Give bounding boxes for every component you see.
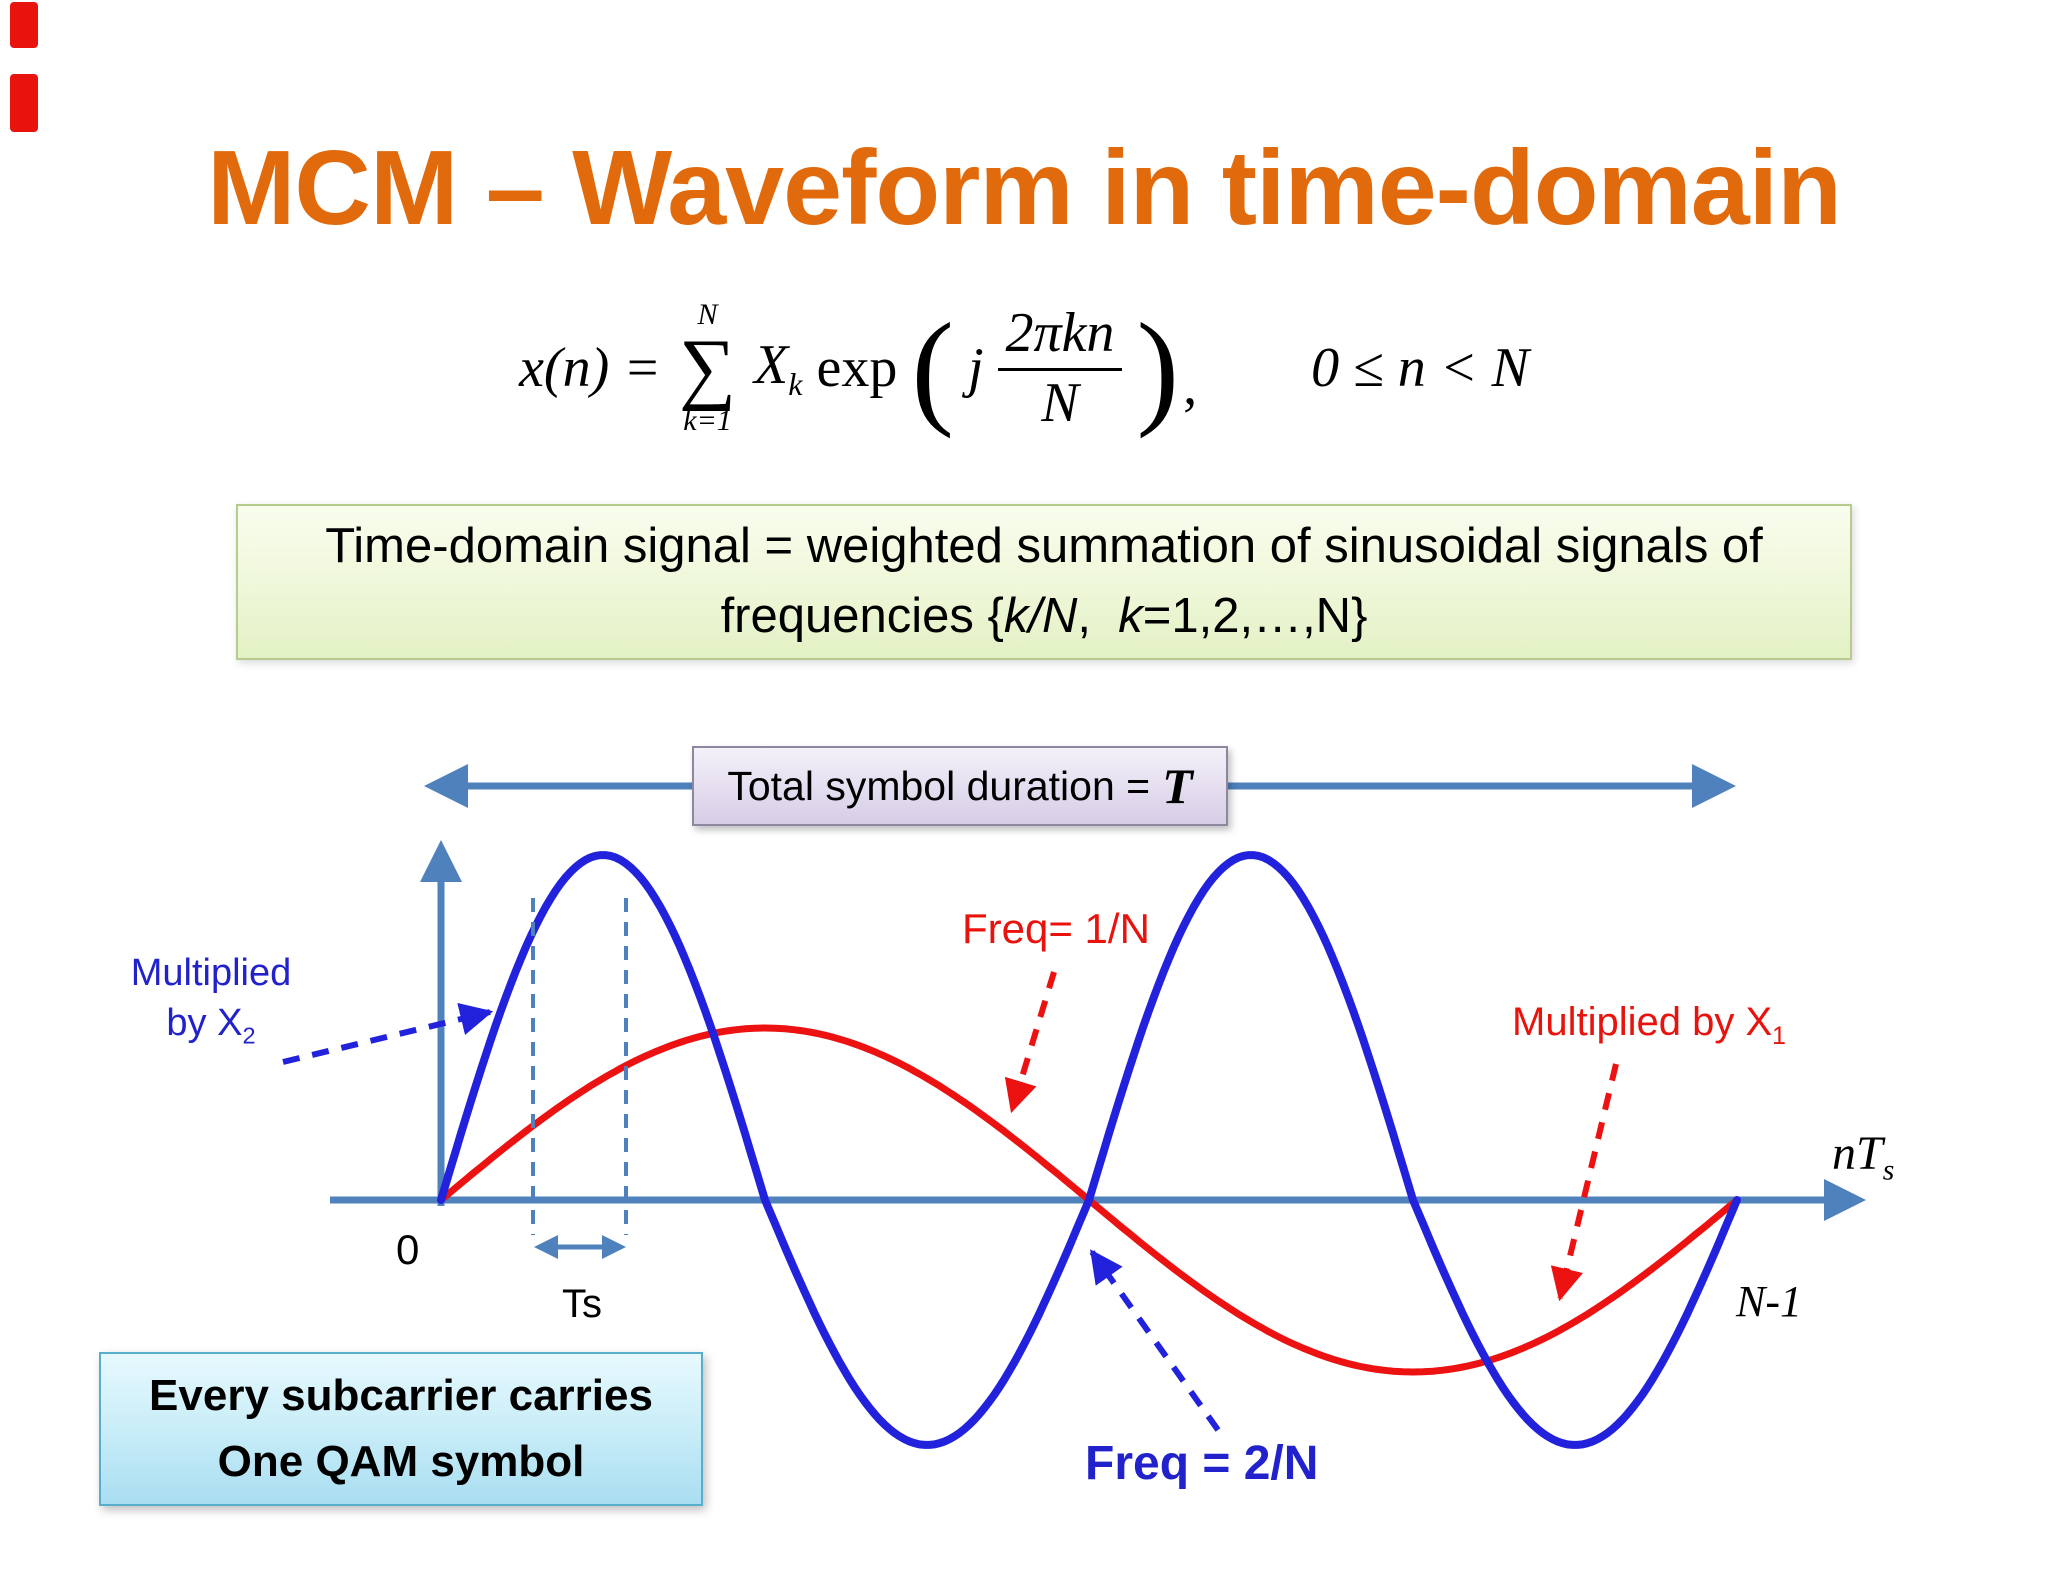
red-corner-mark-bottom	[10, 74, 38, 132]
qam-line-2: One QAM symbol	[217, 1437, 585, 1486]
coefficient-subscript: k	[788, 366, 803, 403]
page-title: MCM – Waveform in time-domain	[207, 129, 1842, 247]
comma: ,	[1183, 355, 1198, 417]
fraction: 2πkn N	[997, 303, 1123, 434]
freq-1n-pointer-arrow	[1004, 971, 1057, 1114]
multiplied-x2-pointer-arrow	[282, 1002, 494, 1065]
sample-interval-label: Ts	[562, 1282, 602, 1326]
freq-2n-pointer-arrow	[1089, 1249, 1221, 1432]
imaginary-unit: j	[967, 337, 984, 399]
x-axis-label: nTs	[1832, 1127, 1895, 1187]
index-range-condition: 0 ≤ n < N	[1311, 337, 1529, 399]
red-corner-mark-top	[10, 2, 38, 48]
label-freq-2n: Freq = 2/N	[1085, 1437, 1319, 1490]
fraction-denominator: N	[1041, 371, 1079, 434]
label-multiplied-by-x1: Multiplied by X1	[1512, 1000, 1786, 1050]
qam-line-1: Every subcarrier carries	[149, 1371, 653, 1420]
label-multiplied-by-x2: Multiplied by X2	[130, 952, 292, 1049]
fraction-numerator: 2πkn	[997, 303, 1123, 371]
wave-subcarrier-2n	[437, 851, 1741, 1449]
axis-end-label: N-1	[1736, 1277, 1802, 1326]
coefficient-term: Xk	[754, 333, 802, 403]
summation-symbol: N ∑ k=1	[679, 300, 736, 436]
sample-interval-dashed-lines	[531, 898, 628, 1235]
sum-lower-limit: k=1	[683, 404, 732, 437]
total-duration-text: Total symbol duration =	[727, 762, 1151, 809]
label-freq-1n: Freq= 1/N	[962, 905, 1150, 952]
multiplied-x1-pointer-arrow	[1550, 1063, 1619, 1302]
ts-interval-arrow	[534, 1235, 626, 1259]
sigma-icon: ∑	[679, 324, 737, 412]
exp-operator: exp	[816, 337, 898, 399]
qam-callout: Every subcarrier carries One QAM symbol	[99, 1352, 703, 1506]
coefficient-base: X	[754, 333, 789, 396]
equation-lhs: x(n) =	[519, 337, 662, 399]
sum-upper-limit: N	[697, 298, 718, 331]
total-duration-label-box: Total symbol duration = T	[692, 746, 1228, 826]
x-axis	[330, 1179, 1866, 1221]
equation: x(n) = N ∑ k=1 Xk exp ( j 2πkn N ) , 0 ≤…	[519, 297, 1529, 439]
total-duration-symbol: T	[1162, 758, 1193, 814]
axis-origin-label: 0	[396, 1226, 420, 1273]
summary-line-2: frequencies {k/N, k=1,2,…,N}	[720, 589, 1368, 643]
summary-callout: Time-domain signal = weighted summation …	[236, 504, 1852, 660]
summary-line-1: Time-domain signal = weighted summation …	[325, 519, 1763, 574]
y-axis	[420, 840, 462, 1206]
